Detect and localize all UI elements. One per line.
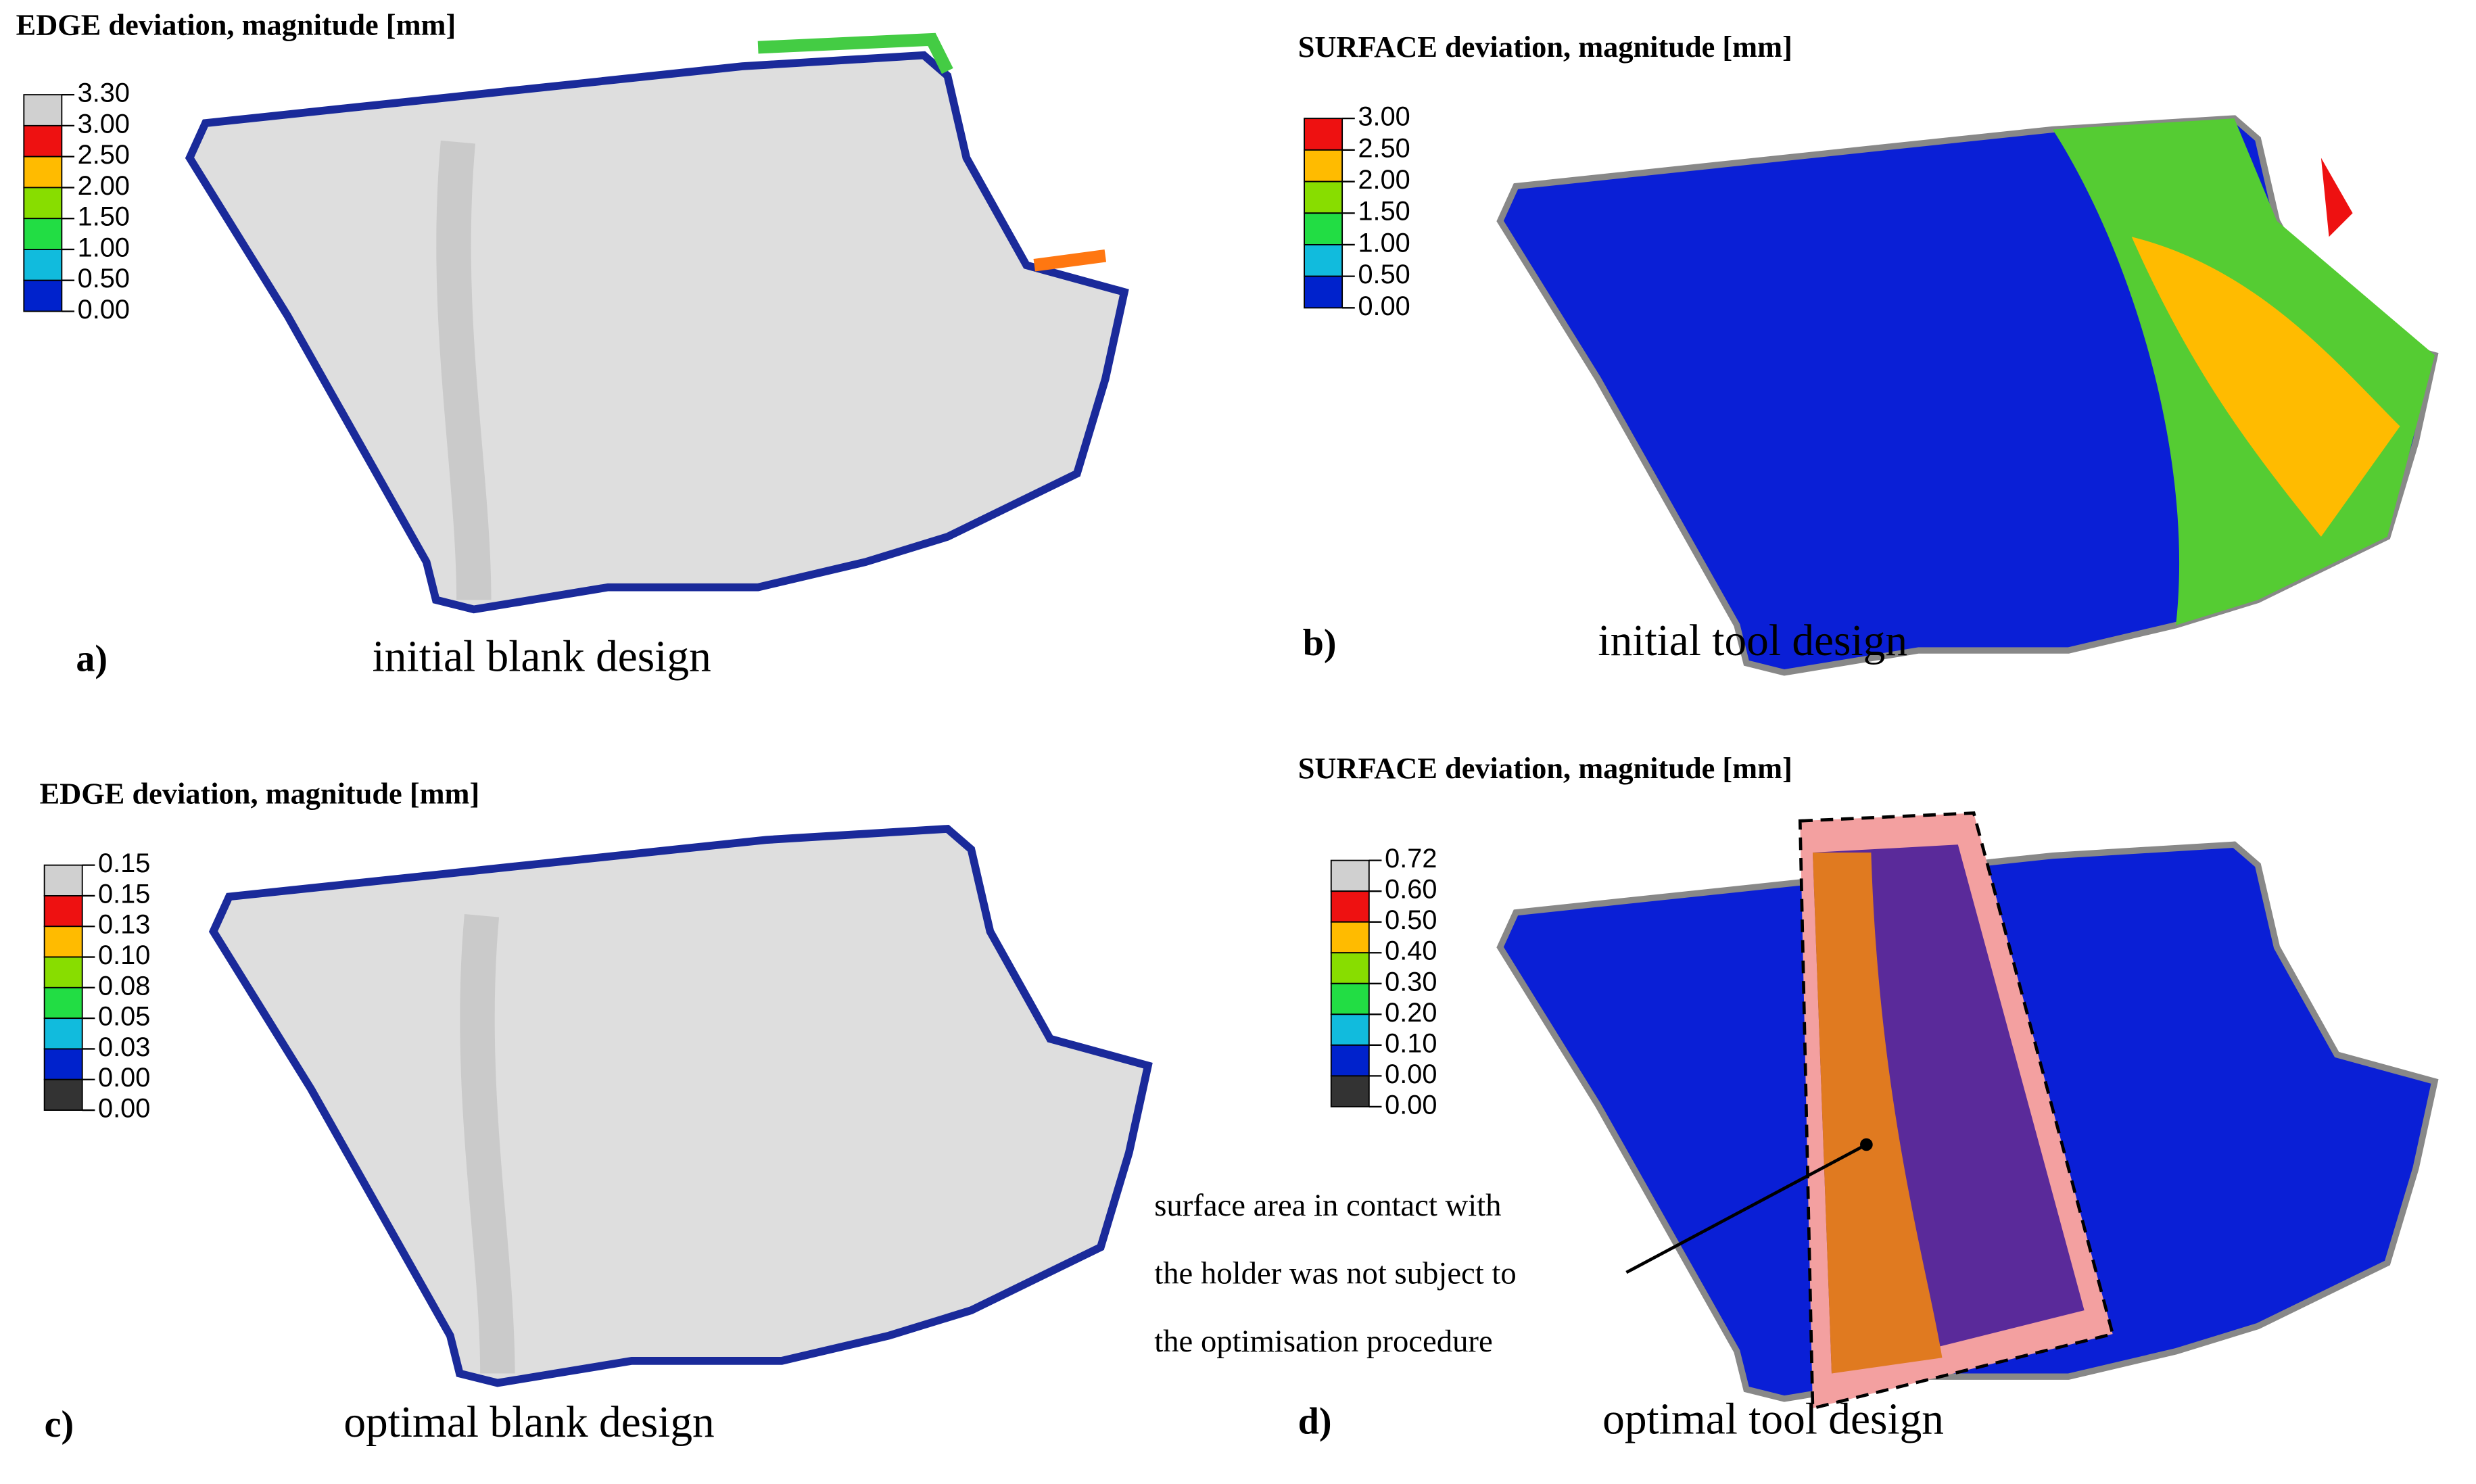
- legend-swatch: [1304, 244, 1343, 277]
- legend-label: 0.40: [1385, 936, 1437, 966]
- panel-d-part: [1500, 811, 2435, 1410]
- legend-swatch: [23, 279, 63, 312]
- legend-swatch: [43, 956, 83, 988]
- legend-label: 0.50: [78, 264, 130, 293]
- panel-caption: initial blank design: [373, 632, 711, 681]
- panel-c-part: [214, 829, 1148, 1383]
- panel-b-part: [1500, 118, 2435, 673]
- legend-label: 0.00: [98, 1063, 150, 1093]
- legend-label: 3.30: [78, 78, 130, 108]
- legend-label: 2.50: [78, 140, 130, 170]
- panel-title: SURFACE deviation, magnitude [mm]: [1298, 30, 1792, 64]
- legend-swatch: [1330, 1013, 1370, 1046]
- legend-label: 0.30: [1385, 967, 1437, 997]
- legend-swatch: [1330, 1044, 1370, 1077]
- legend-swatch: [1330, 921, 1370, 954]
- legend-label: 1.50: [78, 202, 130, 232]
- panel-caption: optimal tool design: [1602, 1395, 1944, 1443]
- legend-label: 2.00: [78, 171, 130, 201]
- legend-label: 3.00: [1358, 102, 1410, 132]
- legend-label: 0.13: [98, 910, 150, 940]
- panel-label: c): [45, 1404, 74, 1445]
- legend-label: 0.60: [1385, 875, 1437, 905]
- legend-label: 0.00: [1385, 1090, 1437, 1120]
- legend-label: 2.50: [1358, 133, 1410, 163]
- legend-swatch: [1330, 982, 1370, 1015]
- legend-label: 0.15: [98, 879, 150, 909]
- panel-title: EDGE deviation, magnitude [mm]: [40, 777, 480, 811]
- legend-label: 0.00: [98, 1094, 150, 1124]
- legend-label: 1.00: [1358, 228, 1410, 258]
- legend-label: 0.50: [1358, 260, 1410, 289]
- legend-swatch: [43, 1018, 83, 1050]
- panel-caption: initial tool design: [1598, 617, 1907, 665]
- legend-swatch: [43, 1078, 83, 1111]
- annotation-line: surface area in contact with: [1154, 1188, 1501, 1223]
- legend-swatch: [1330, 859, 1370, 892]
- legend-label: 0.20: [1385, 998, 1437, 1028]
- legend-label: 3.00: [78, 109, 130, 139]
- legend-label: 1.00: [78, 233, 130, 262]
- legend-label: 0.05: [98, 1002, 150, 1032]
- legend-swatch: [23, 218, 63, 250]
- legend-label: 1.50: [1358, 197, 1410, 226]
- annotation-line: the holder was not subject to: [1154, 1255, 1517, 1291]
- panel-title: EDGE deviation, magnitude [mm]: [16, 7, 456, 41]
- legend-swatch: [1304, 118, 1343, 151]
- legend-label: 0.00: [78, 295, 130, 325]
- legend-swatch: [23, 187, 63, 220]
- annotation-dot: [1860, 1138, 1873, 1151]
- legend-label: 0.50: [1385, 905, 1437, 935]
- legend-swatch: [23, 94, 63, 126]
- annotation-line: the optimisation procedure: [1154, 1324, 1492, 1359]
- legend-swatch: [43, 864, 83, 896]
- legend-label: 0.10: [1385, 1028, 1437, 1058]
- legend-swatch: [43, 895, 83, 928]
- annotation: surface area in contact with the holder w…: [1154, 1188, 1517, 1359]
- legend-label: 0.10: [98, 940, 150, 970]
- legend-swatch: [23, 124, 63, 158]
- legend-label: 0.72: [1385, 844, 1437, 873]
- legend-swatch: [43, 1048, 83, 1080]
- panel-label: a): [76, 638, 108, 679]
- annotation-leader: [1625, 1143, 1867, 1274]
- legend-swatch: [1304, 212, 1343, 245]
- legend-swatch: [1330, 890, 1370, 923]
- legend-label: 0.03: [98, 1032, 150, 1062]
- legend-label: 2.00: [1358, 165, 1410, 195]
- legend-swatch: [23, 155, 63, 189]
- legend-swatch: [43, 926, 83, 958]
- legend-swatch: [43, 986, 83, 1020]
- legend-swatch: [1304, 275, 1343, 309]
- legend-label: 0.08: [98, 971, 150, 1001]
- panel-a-part: [189, 32, 1124, 609]
- legend-swatch: [1304, 181, 1343, 214]
- panel-caption: optimal blank design: [343, 1398, 714, 1447]
- legend-swatch: [1330, 952, 1370, 984]
- legend-label: 0.15: [98, 848, 150, 878]
- legend-label: 0.00: [1358, 291, 1410, 321]
- panel-title: SURFACE deviation, magnitude [mm]: [1298, 751, 1792, 785]
- panel-label: d): [1298, 1400, 1332, 1442]
- legend-swatch: [1330, 1075, 1370, 1107]
- legend-swatch: [1304, 149, 1343, 183]
- panel-label: b): [1303, 622, 1337, 664]
- legend-swatch: [23, 249, 63, 281]
- legend-label: 0.00: [1385, 1059, 1437, 1089]
